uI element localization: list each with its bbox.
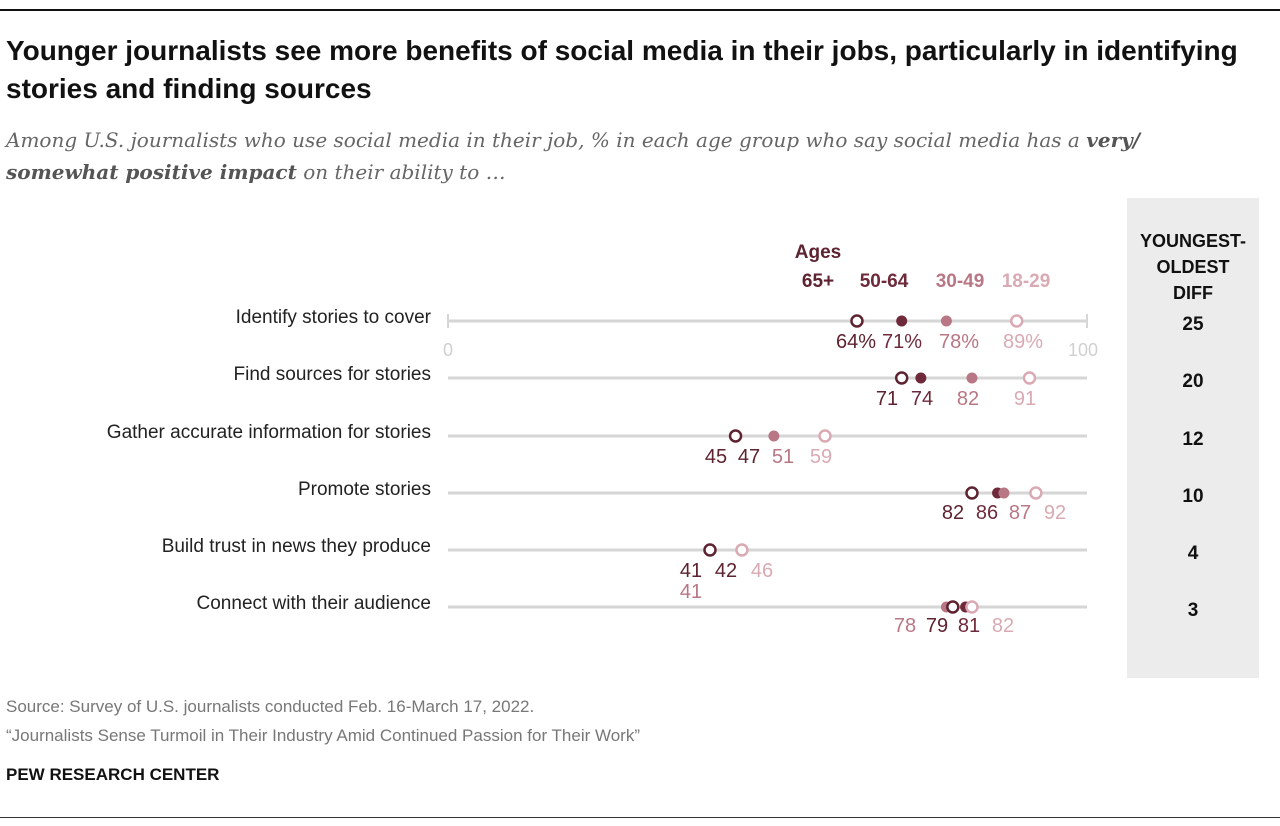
category-label: Gather accurate information for stories xyxy=(107,422,431,443)
data-point xyxy=(1022,371,1037,385)
data-label: 64% xyxy=(836,331,876,353)
data-label: 82 xyxy=(942,502,964,524)
data-label: 79 xyxy=(926,615,948,637)
category-label: Find sources for stories xyxy=(234,364,431,385)
data-point xyxy=(965,486,979,500)
data-point xyxy=(1029,486,1043,500)
top-rule xyxy=(0,9,1280,11)
subtitle-emphasis: very/ somewhat positive impact xyxy=(6,128,1141,184)
axis-label-max: 100 xyxy=(1068,340,1098,360)
legend-entry: 65+ xyxy=(802,271,834,292)
data-point xyxy=(818,429,832,443)
data-point xyxy=(946,600,960,614)
brand-logo-text: PEW RESEARCH CENTER xyxy=(6,765,220,784)
data-point xyxy=(850,314,864,328)
subtitle-text-end: on their ability to … xyxy=(296,160,506,184)
data-label: 78 xyxy=(894,615,916,637)
category-label: Connect with their audience xyxy=(197,593,431,614)
data-label: 81 xyxy=(958,615,980,637)
data-point xyxy=(998,487,1010,499)
data-label: 82 xyxy=(992,615,1014,637)
data-point xyxy=(965,600,979,614)
source-note: Source: Survey of U.S. journalists condu… xyxy=(6,697,535,716)
legend-title: Ages xyxy=(795,242,841,263)
legend-entry: 30-49 xyxy=(936,271,985,292)
data-point xyxy=(915,372,927,384)
diff-header-line: OLDEST xyxy=(1156,257,1229,277)
chart-subtitle: Among U.S. journalists who use social me… xyxy=(6,124,1256,188)
category-label: Build trust in news they produce xyxy=(162,536,431,557)
diff-value: 20 xyxy=(1182,371,1203,392)
data-label: 42 xyxy=(715,560,737,582)
data-label: 71 xyxy=(876,388,898,410)
bottom-rule xyxy=(0,817,1280,818)
data-label: 91 xyxy=(1014,388,1036,410)
data-point xyxy=(966,372,978,384)
data-label: 82 xyxy=(957,388,979,410)
report-title: “Journalists Sense Turmoil in Their Indu… xyxy=(6,726,640,745)
data-point xyxy=(703,543,717,557)
data-point xyxy=(728,429,743,443)
chart-title: Younger journalists see more benefits of… xyxy=(6,35,1238,104)
legend-entry: 50-64 xyxy=(860,271,909,292)
data-label: 41 xyxy=(680,581,702,603)
category-label: Identify stories to cover xyxy=(236,307,432,328)
data-label: 74 xyxy=(911,388,933,410)
axis-label-min: 0 xyxy=(443,340,453,360)
data-label: 86 xyxy=(976,502,998,524)
data-label: 87 xyxy=(1009,502,1031,524)
diff-value: 4 xyxy=(1188,543,1199,564)
diff-column-background xyxy=(1127,198,1259,678)
diff-value: 25 xyxy=(1182,314,1204,335)
diff-value: 10 xyxy=(1182,486,1203,507)
data-label: 78% xyxy=(939,331,979,353)
data-point xyxy=(896,315,908,327)
diff-value: 12 xyxy=(1182,429,1203,450)
subtitle-text: Among U.S. journalists who use social me… xyxy=(6,128,1087,152)
data-point xyxy=(940,315,952,327)
data-label: 46 xyxy=(751,560,773,582)
data-label: 71% xyxy=(882,331,922,353)
legend-entry: 18-29 xyxy=(1002,271,1051,292)
data-point xyxy=(894,371,909,385)
data-label: 92 xyxy=(1044,502,1066,524)
category-label: Promote stories xyxy=(298,479,431,500)
diff-header-line: DIFF xyxy=(1173,283,1213,303)
data-label: 51 xyxy=(772,446,794,468)
diff-header-line: YOUNGEST- xyxy=(1140,231,1246,251)
data-label: 59 xyxy=(810,446,832,468)
data-label: 47 xyxy=(738,446,760,468)
data-label: 45 xyxy=(705,446,727,468)
diff-value: 3 xyxy=(1188,600,1199,621)
data-label: 41 xyxy=(680,560,702,582)
data-point xyxy=(1009,314,1024,328)
data-point xyxy=(768,430,780,442)
data-point xyxy=(735,543,749,557)
data-label: 89% xyxy=(1003,331,1043,353)
